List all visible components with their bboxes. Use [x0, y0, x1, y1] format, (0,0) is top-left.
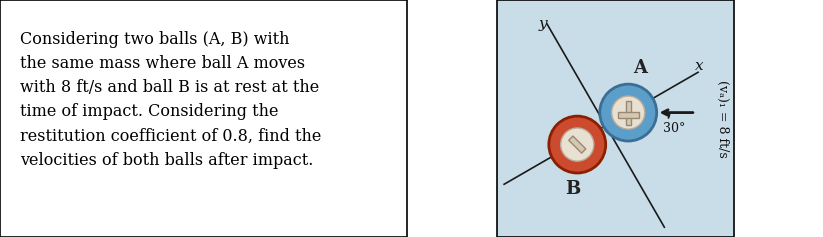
Text: 30°: 30°: [663, 122, 686, 135]
Text: x: x: [695, 59, 704, 73]
Polygon shape: [569, 136, 586, 153]
Text: y: y: [539, 17, 547, 31]
Polygon shape: [625, 101, 631, 124]
Circle shape: [611, 96, 644, 129]
Circle shape: [600, 84, 657, 141]
Text: B: B: [565, 180, 580, 198]
Text: (vₐ)₁ = 8 ft/s: (vₐ)₁ = 8 ft/s: [717, 80, 729, 157]
Text: Considering two balls (A, B) with
the same mass where ball A moves
with 8 ft/s a: Considering two balls (A, B) with the sa…: [21, 31, 322, 169]
Polygon shape: [618, 112, 639, 118]
Circle shape: [560, 128, 594, 161]
Text: A: A: [633, 59, 647, 77]
Circle shape: [549, 116, 606, 173]
